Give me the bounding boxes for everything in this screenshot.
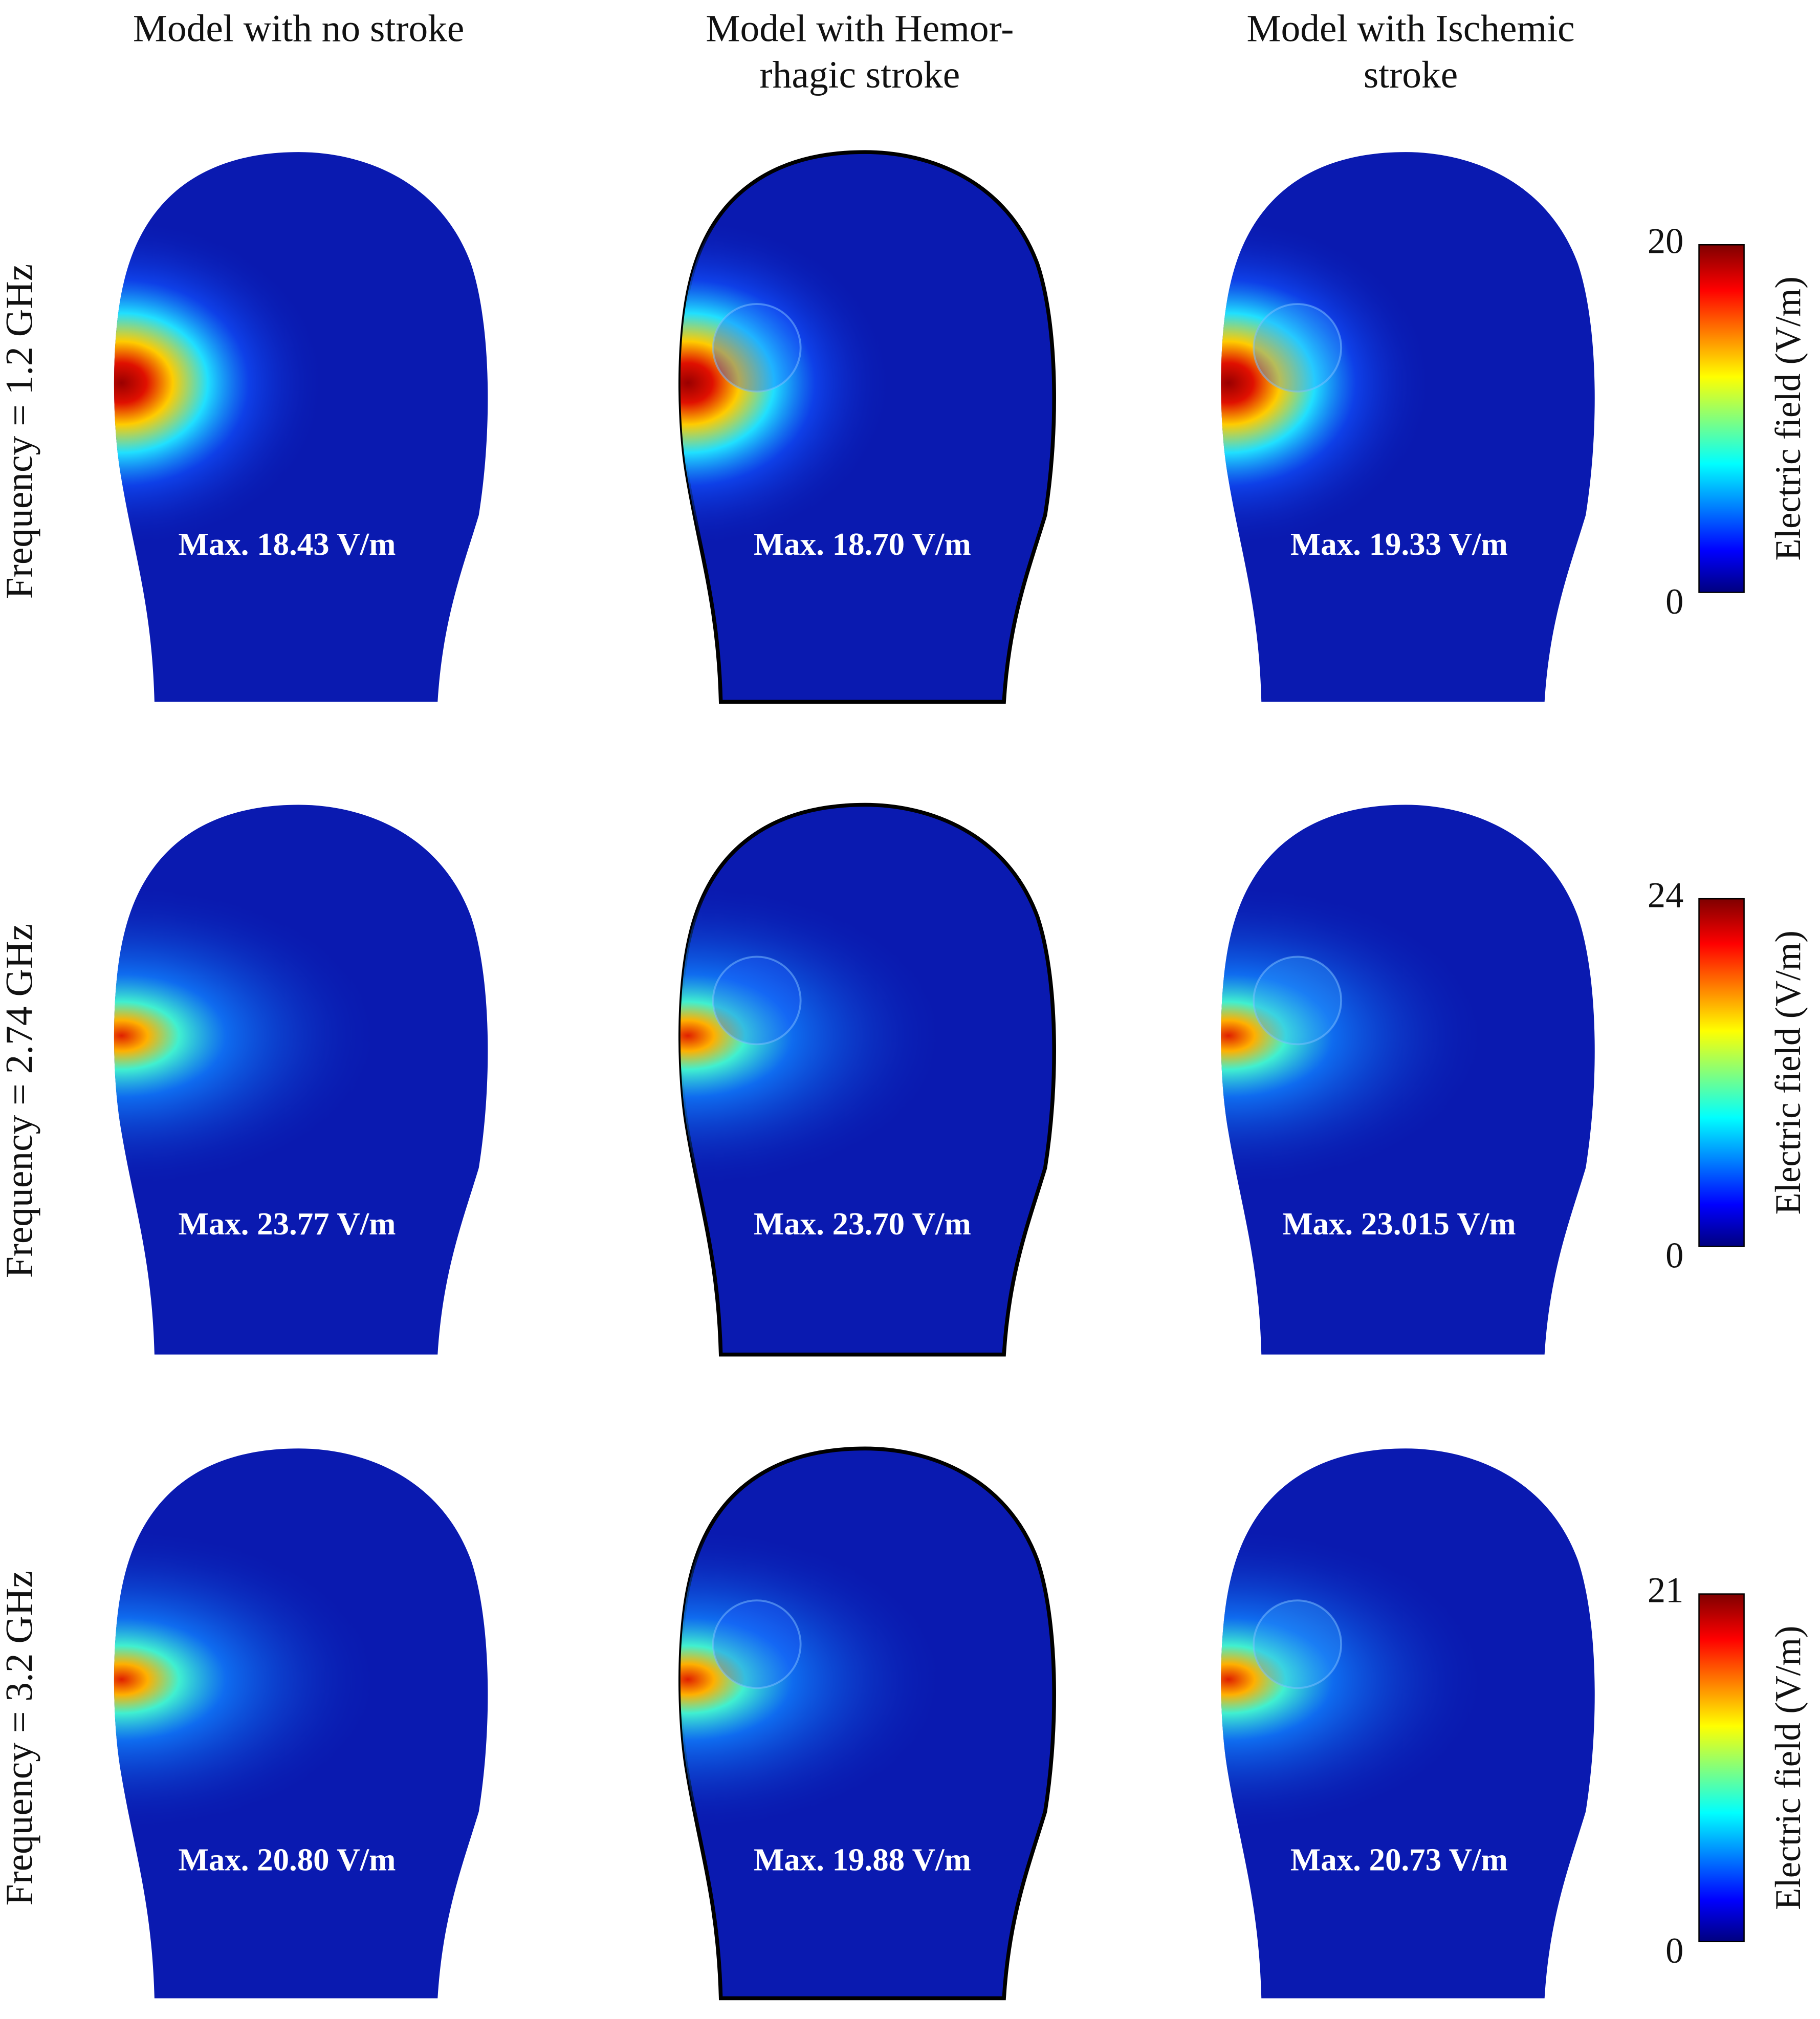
max-label: Max. 18.70 V/m <box>754 526 971 562</box>
colorbar-min: 0 <box>1665 582 1683 622</box>
colorbar-label: Electric field (V/m) <box>1768 276 1808 560</box>
colorbar-max: 20 <box>1648 221 1683 261</box>
row-label: Frequency = 2.74 GHz <box>0 924 41 1278</box>
colorbar-max: 24 <box>1648 875 1683 915</box>
colorbar-label: Electric field (V/m) <box>1768 930 1808 1214</box>
head-panel <box>678 150 1056 704</box>
column-title: stroke <box>1364 54 1458 96</box>
colorbar-min: 0 <box>1665 1931 1683 1971</box>
field-hotspot <box>114 152 488 702</box>
colorbar-max: 21 <box>1648 1571 1683 1611</box>
stroke-region <box>1253 956 1343 1046</box>
head-panel <box>1221 152 1595 702</box>
head-panel <box>1221 1448 1595 1999</box>
stroke-region <box>1253 303 1343 393</box>
colorbar <box>1698 1593 1745 1943</box>
stroke-region <box>712 956 802 1046</box>
field-hotspot <box>114 1448 488 1999</box>
stroke-region <box>712 1599 802 1689</box>
head-panel <box>678 802 1056 1357</box>
field-hotspot <box>1221 152 1595 702</box>
row-label: Frequency = 3.2 GHz <box>0 1571 41 1905</box>
head-panel <box>114 152 488 702</box>
stroke-region <box>1253 1599 1343 1689</box>
field-hotspot <box>680 805 1055 1355</box>
colorbar <box>1698 244 1745 593</box>
max-label: Max. 18.43 V/m <box>178 526 396 562</box>
column-title: Model with Ischemic <box>1246 8 1574 50</box>
field-hotspot <box>680 1448 1055 1999</box>
max-label: Max. 19.33 V/m <box>1290 526 1508 562</box>
field-hotspot <box>680 152 1055 702</box>
colorbar <box>1698 898 1745 1247</box>
max-label: Max. 20.80 V/m <box>178 1842 396 1878</box>
row-label: Frequency = 1.2 GHz <box>0 264 41 599</box>
head-panel <box>114 805 488 1355</box>
head-panel <box>678 1446 1056 2001</box>
field-hotspot <box>1221 1448 1595 1999</box>
max-label: Max. 19.88 V/m <box>754 1842 971 1878</box>
stroke-region <box>712 303 802 393</box>
max-label: Max. 23.015 V/m <box>1282 1206 1516 1242</box>
column-title: Model with Hemor- <box>706 8 1014 50</box>
max-label: Max. 20.73 V/m <box>1290 1842 1508 1878</box>
field-hotspot <box>114 805 488 1355</box>
head-panel <box>1221 805 1595 1355</box>
colorbar-min: 0 <box>1665 1236 1683 1276</box>
max-label: Max. 23.70 V/m <box>754 1206 971 1242</box>
column-title: Model with no stroke <box>133 8 465 50</box>
colorbar-label: Electric field (V/m) <box>1768 1626 1808 1910</box>
field-hotspot <box>1221 805 1595 1355</box>
head-panel <box>114 1448 488 1999</box>
max-label: Max. 23.77 V/m <box>178 1206 396 1242</box>
column-title: rhagic stroke <box>759 54 960 96</box>
